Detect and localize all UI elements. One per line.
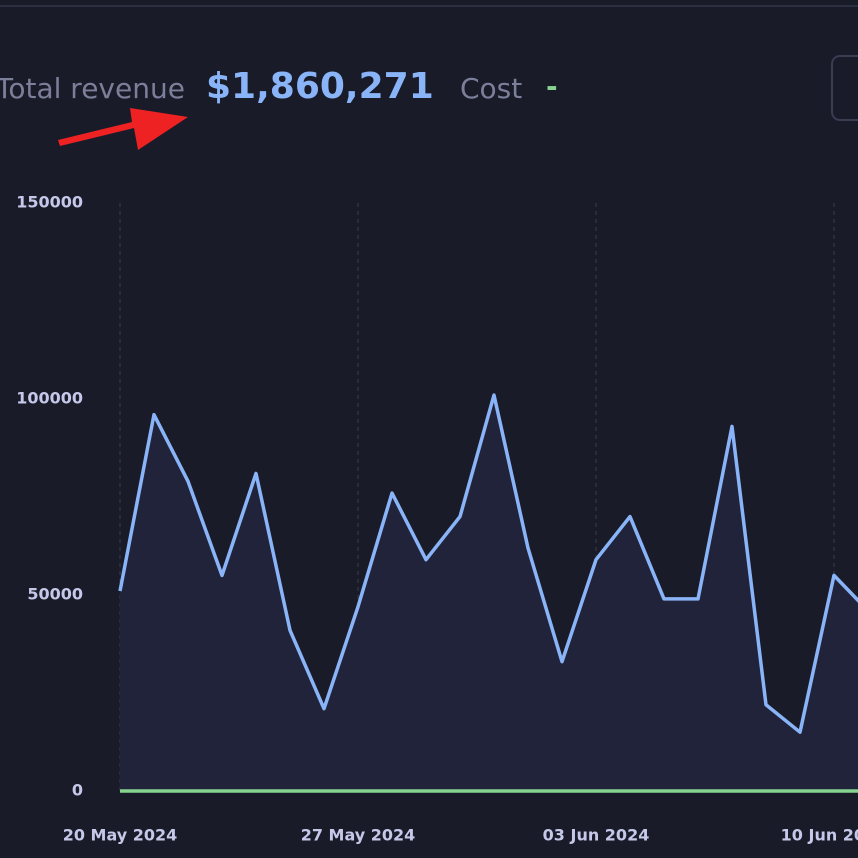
- revenue-value: $1,860,271: [206, 66, 434, 107]
- plot: 0 50000 100000 150000 20 May 2024 27 May 2024…: [16, 193, 858, 845]
- y-tick-label: 100000: [16, 389, 83, 408]
- x-tick-label: 20 May 2024: [63, 826, 178, 845]
- cost-label: Cost: [460, 72, 522, 105]
- x-tick-label: 27 May 2024: [301, 826, 416, 845]
- revenue-label: Total revenue: [0, 72, 185, 105]
- area: [120, 395, 858, 791]
- x-tick-label: 03 Jun 2024: [543, 826, 650, 845]
- y-tick-label: 50000: [27, 585, 83, 604]
- y-tick-label: 150000: [16, 193, 83, 212]
- control-box[interactable]: [831, 55, 858, 121]
- line: [118, 393, 858, 734]
- arrow: [58, 108, 188, 150]
- cost-value: -: [546, 70, 558, 103]
- x-tick-label: 10 Jun 2024: [781, 826, 858, 845]
- y-tick-label: 0: [72, 781, 83, 800]
